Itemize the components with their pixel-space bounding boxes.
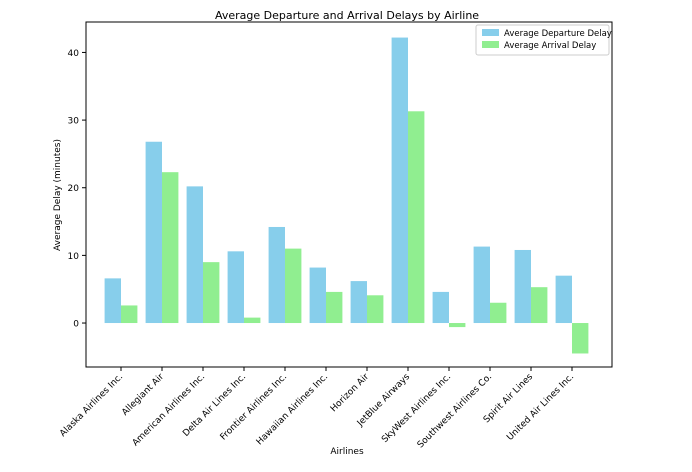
bar-series-1-11 [572, 323, 589, 354]
y-axis-label: Average Delay (minutes) [53, 139, 63, 251]
bar-series-0-1 [145, 141, 162, 324]
bar-series-1-5 [326, 291, 343, 324]
bar-series-1-1 [162, 172, 179, 324]
bar-series-0-5 [309, 267, 326, 324]
x-axis: Alaska Airlines Inc.Allegiant AirAmerica… [58, 367, 576, 450]
bar-series-1-2 [203, 262, 220, 324]
bar-series-0-9 [473, 246, 490, 324]
bar-series-0-3 [227, 251, 244, 324]
bar-series-0-11 [555, 275, 572, 324]
bar-series-0-0 [104, 278, 121, 324]
bar-series-1-0 [121, 305, 138, 324]
legend: Average Departure Delay Average Arrival D… [475, 24, 612, 56]
bars-layer [104, 37, 589, 354]
legend-label-1: Average Arrival Delay [504, 41, 596, 51]
y-tick-label-0: 0 [73, 320, 79, 330]
bar-series-1-6 [367, 295, 384, 324]
bar-series-1-3 [244, 317, 261, 324]
bar-series-0-6 [350, 281, 367, 324]
y-axis: 0 10 20 30 40 [68, 49, 86, 330]
x-axis-label: Airlines [330, 447, 364, 457]
x-tick-label-1: Allegiant Air [120, 372, 166, 418]
legend-swatch-0 [482, 29, 499, 36]
legend-box [475, 24, 610, 56]
bar-series-0-8 [432, 291, 449, 324]
x-tick-label-8: SkyWest Airlines Inc. [380, 372, 453, 445]
y-tick-label-4: 40 [68, 49, 80, 59]
x-tick-label-0: Alaska Airlines Inc. [58, 372, 125, 439]
legend-swatch-1 [482, 41, 499, 48]
x-tick-label-5: Hawaiian Airlines Inc. [255, 372, 330, 447]
bar-series-1-7 [408, 111, 425, 324]
x-tick-label-6: Horizon Air [329, 372, 371, 414]
legend-label-0: Average Departure Delay [504, 29, 612, 39]
x-tick-label-11: United Air Lines Inc. [505, 372, 576, 443]
bar-series-1-4 [285, 248, 302, 324]
y-tick-label-2: 20 [68, 184, 80, 194]
x-tick-label-9: Southwest Airlines Co. [416, 372, 494, 450]
bar-series-0-10 [514, 249, 531, 324]
plot-frame [85, 21, 613, 368]
bar-series-0-7 [391, 37, 408, 324]
chart-title: Average Departure and Arrival Delays by … [215, 9, 479, 22]
bar-series-1-9 [490, 302, 507, 324]
x-tick-label-2: American Airlines Inc. [131, 372, 207, 448]
y-tick-label-3: 30 [68, 117, 80, 127]
bar-series-1-8 [449, 323, 466, 328]
bar-series-1-10 [531, 287, 548, 324]
bar-series-0-2 [186, 186, 203, 324]
y-tick-label-1: 10 [68, 252, 80, 262]
bar-series-0-4 [268, 226, 285, 324]
